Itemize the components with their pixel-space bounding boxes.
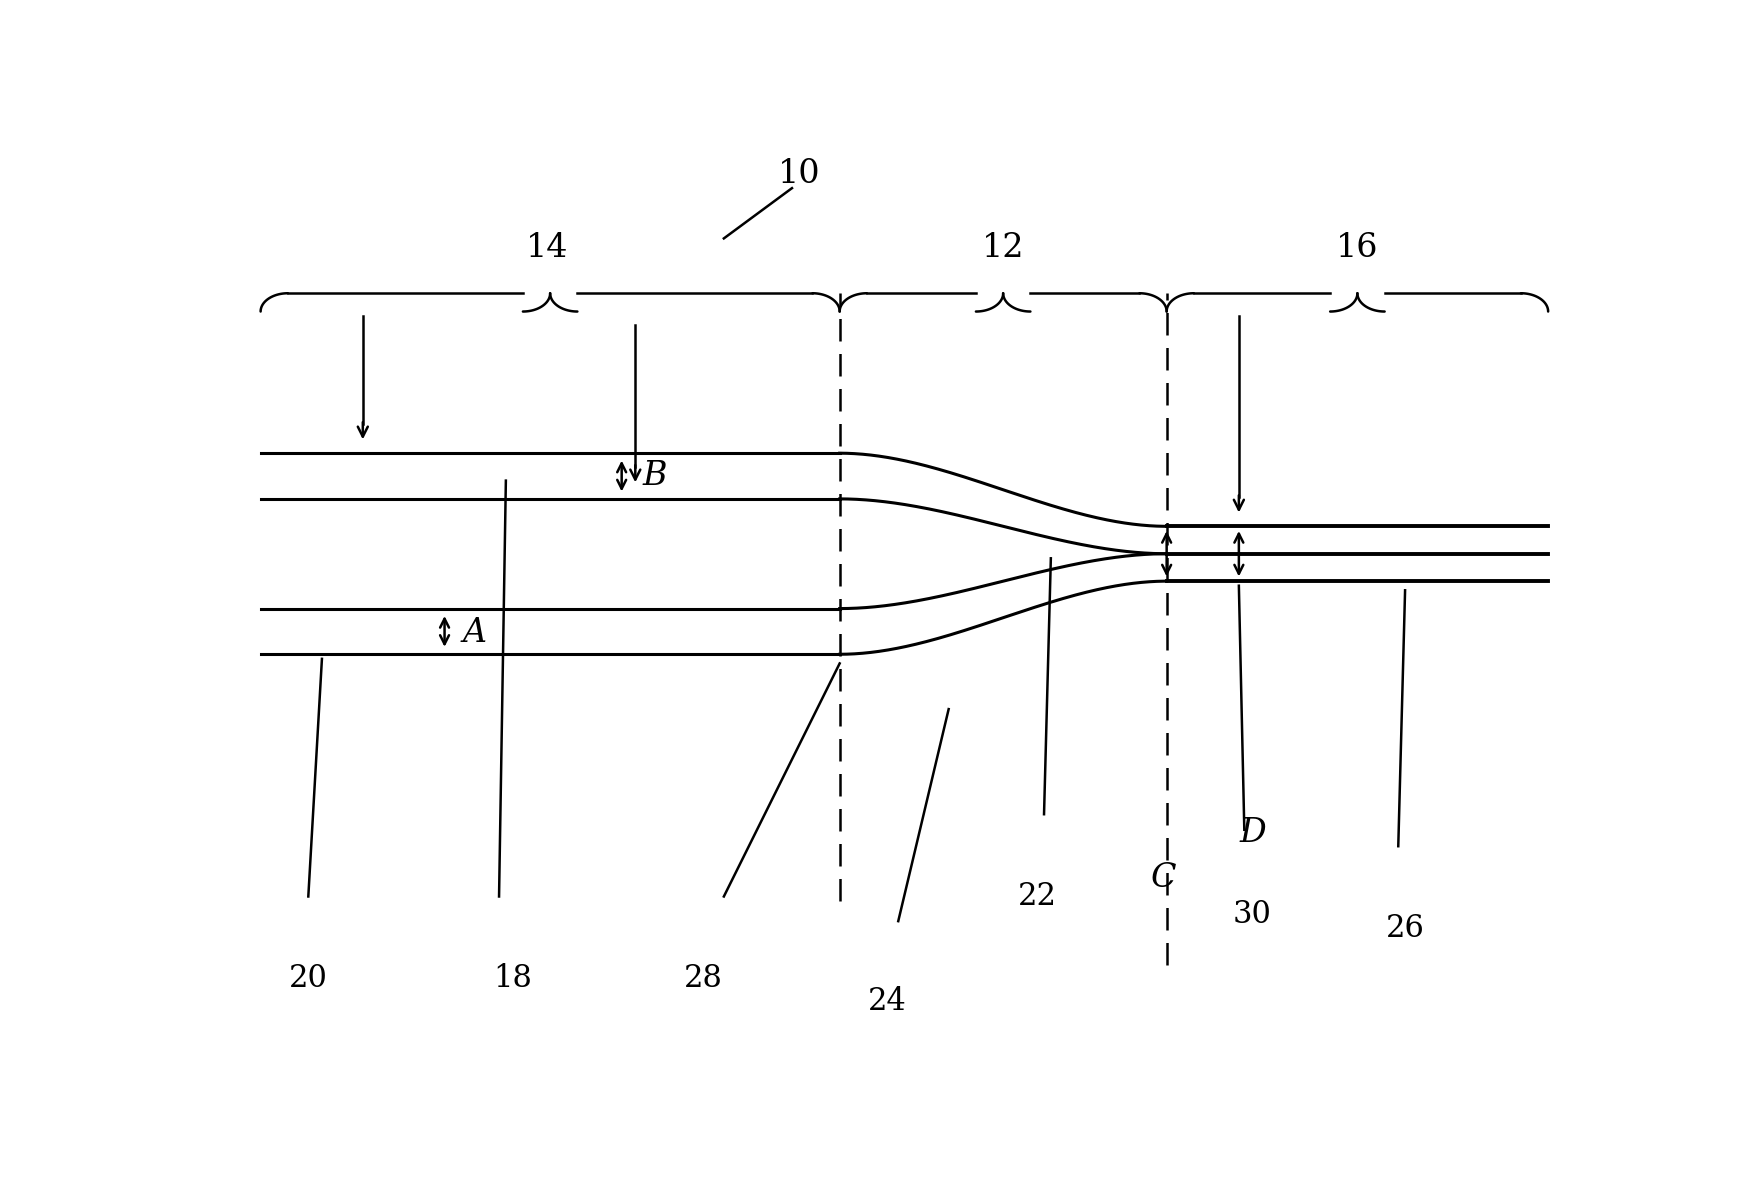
Text: 30: 30 [1232,900,1272,931]
Text: A: A [462,617,487,649]
Text: 26: 26 [1385,913,1423,944]
Text: 22: 22 [1017,881,1056,912]
Text: B: B [641,461,666,493]
Text: 18: 18 [494,963,532,995]
Text: 24: 24 [868,986,907,1017]
Text: 20: 20 [288,963,327,995]
Text: 28: 28 [683,963,722,995]
Text: D: D [1239,817,1265,849]
Text: 14: 14 [525,231,568,264]
Text: 16: 16 [1335,231,1377,264]
Text: 10: 10 [777,158,819,190]
Text: 12: 12 [982,231,1024,264]
Text: C: C [1151,862,1175,894]
